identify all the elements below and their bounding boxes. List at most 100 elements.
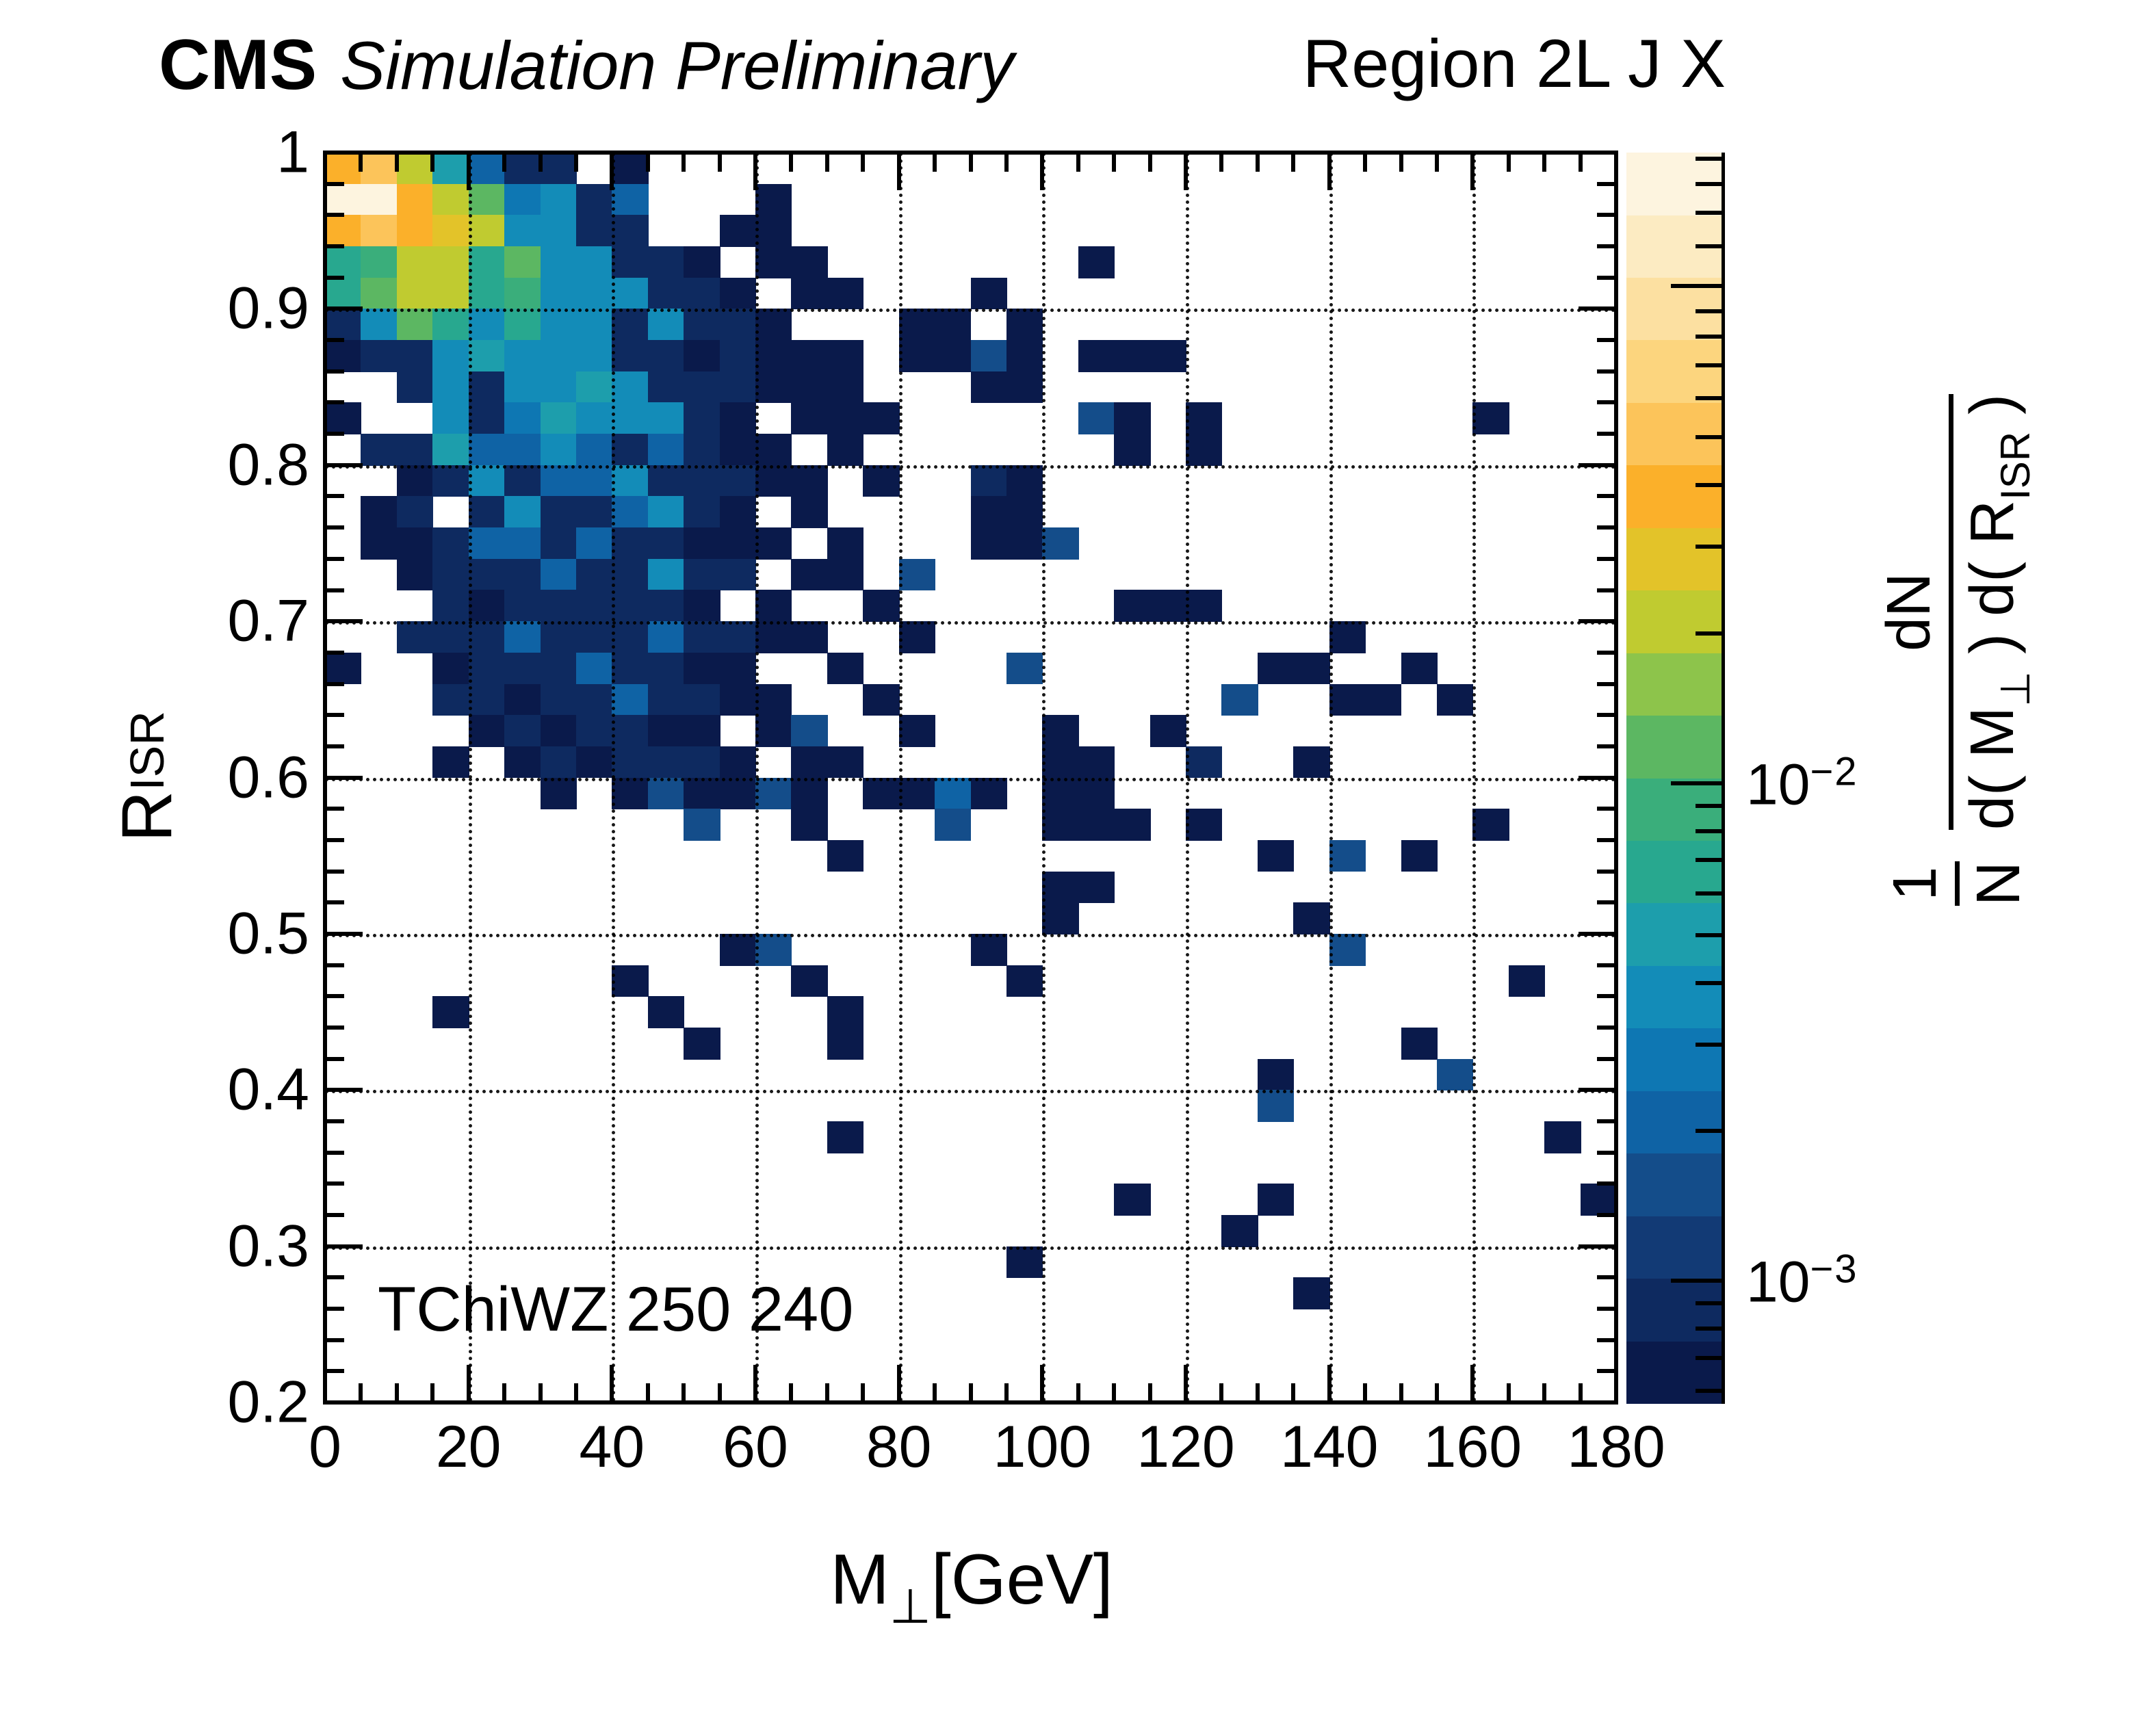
y-tick: [325, 275, 344, 280]
colorbar-major-tick: [1671, 781, 1724, 785]
heatmap-cell: [325, 153, 362, 185]
heatmap-cell: [325, 340, 362, 372]
heatmap-cell: [827, 746, 864, 779]
heatmap-cell: [684, 746, 720, 779]
y-tick-right: [1597, 900, 1616, 905]
heatmap-cell: [504, 215, 541, 248]
heatmap-cell: [647, 527, 685, 560]
heatmap-cell: [575, 590, 613, 623]
heatmap-cell: [540, 558, 577, 591]
heatmap-cell: [432, 996, 469, 1028]
heatmap-cell: [1329, 933, 1366, 966]
x-tick: [1255, 1383, 1260, 1402]
y-tick-right: [1597, 1307, 1616, 1311]
colorbar-band: [1626, 402, 1724, 467]
heatmap-cell: [791, 340, 828, 372]
heatmap-cell: [504, 746, 541, 779]
y-tick: [325, 1119, 344, 1123]
heatmap-cell: [1078, 777, 1115, 810]
heatmap-cell: [540, 465, 577, 497]
heatmap-cell: [540, 402, 577, 435]
y-tick: [325, 744, 344, 748]
heatmap-cell: [504, 683, 541, 716]
heatmap-cell: [1186, 402, 1223, 435]
heatmap-cell: [684, 683, 720, 716]
x-tick-label: 160: [1423, 1414, 1522, 1480]
heatmap-cell: [647, 309, 685, 341]
x-tick-label: 100: [993, 1414, 1092, 1480]
heatmap-cell: [612, 183, 649, 216]
heatmap-cell: [684, 809, 720, 841]
heatmap-cell: [361, 277, 398, 310]
x-title-main: M: [830, 1540, 889, 1619]
heatmap-cell: [647, 996, 685, 1028]
heatmap-cell: [396, 215, 434, 248]
x-tick-top: [1184, 153, 1188, 190]
gridline-horizontal: [325, 1246, 1616, 1250]
heatmap-cell: [684, 246, 720, 278]
y-tick-right: [1597, 432, 1616, 436]
heatmap-cell: [361, 434, 398, 466]
y-tick: [325, 213, 344, 218]
x-tick-top: [1112, 153, 1117, 172]
heatmap-cell: [540, 371, 577, 404]
heatmap-cell: [504, 183, 541, 216]
y-tick-right: [1597, 837, 1616, 842]
heatmap-cell: [432, 246, 469, 278]
heatmap-cell: [1329, 621, 1366, 653]
heatmap-cell: [684, 715, 720, 747]
heatmap-cell: [468, 309, 506, 341]
y-tick-right: [1579, 619, 1616, 624]
heatmap-cell: [575, 683, 613, 716]
heatmap-cell: [970, 277, 1007, 310]
y-tick: [325, 869, 344, 874]
heatmap-cell: [504, 465, 541, 497]
heatmap-cell: [325, 652, 362, 685]
heatmap-cell: [612, 215, 649, 248]
y-tick: [325, 369, 344, 374]
heatmap-cell: [827, 340, 864, 372]
heatmap-cell: [575, 402, 613, 435]
heatmap-cell: [898, 715, 936, 747]
heatmap-cell: [540, 309, 577, 341]
x-tick-top: [1076, 153, 1080, 172]
heatmap-cell: [361, 309, 398, 341]
heatmap-cell: [1293, 902, 1330, 935]
y-tick: [325, 1088, 363, 1093]
x-tick-top: [394, 153, 399, 172]
heatmap-cell: [970, 527, 1007, 560]
sample-label: TChiWZ 250 240: [378, 1275, 854, 1344]
heatmap-cell: [1042, 715, 1079, 747]
heatmap-cell: [719, 652, 756, 685]
heatmap-cell: [432, 652, 469, 685]
heatmap-cell: [504, 309, 541, 341]
colorbar-minor-tick: [1696, 858, 1724, 862]
colorbar-minor-tick: [1696, 891, 1724, 896]
heatmap-cell: [575, 277, 613, 310]
x-tick-top: [1506, 153, 1511, 172]
heatmap-cell: [647, 277, 685, 310]
heatmap-cell: [791, 277, 828, 310]
heatmap-cell: [1293, 746, 1330, 779]
colorbar-minor-tick: [1696, 1301, 1724, 1305]
y-tick-label: 0.6: [227, 744, 309, 810]
x-tick-label: 180: [1567, 1414, 1665, 1480]
heatmap-cell: [1078, 746, 1115, 779]
heatmap-cell: [647, 590, 685, 623]
heatmap-cell: [432, 309, 469, 341]
gridline-horizontal: [325, 621, 1616, 625]
x-tick-label: 140: [1280, 1414, 1379, 1480]
x-tick-top: [1327, 153, 1332, 190]
x-tick: [394, 1383, 399, 1402]
heatmap-cell: [504, 527, 541, 560]
y-tick-label: 1: [276, 119, 309, 185]
heatmap-cell: [719, 746, 756, 779]
y-tick-right: [1597, 994, 1616, 999]
heatmap-cell: [575, 465, 613, 497]
heatmap-cell: [1042, 871, 1079, 904]
heatmap-cell: [432, 153, 469, 185]
x-tick-top: [323, 153, 327, 190]
x-tick-top: [1434, 153, 1439, 172]
heatmap-cell: [1114, 809, 1151, 841]
